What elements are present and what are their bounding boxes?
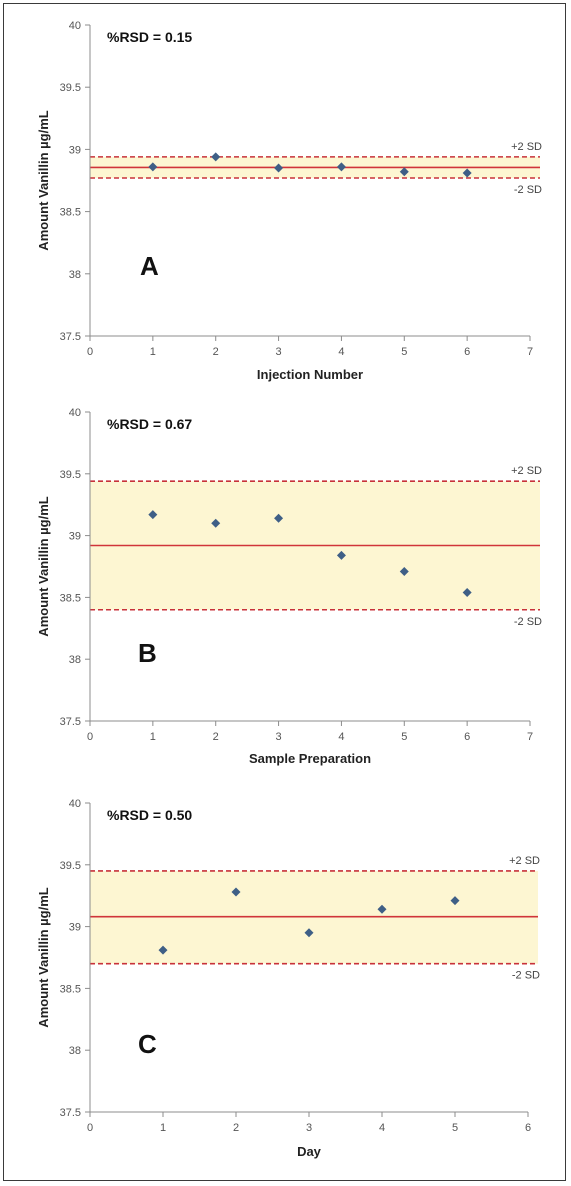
chart-panel-a: 37.5 38 38.5 39 39.5 40 0 1 2 3 4 5 6 7 +2 SD -2 SD %RSD… bbox=[36, 20, 542, 382]
data-point bbox=[336, 550, 346, 560]
data-point bbox=[148, 510, 158, 520]
y-tick-label: 37.5 bbox=[60, 1107, 81, 1119]
x-tick-label: 6 bbox=[464, 346, 470, 358]
y-tick-label: 38 bbox=[69, 654, 81, 666]
x-tick-label: 6 bbox=[525, 1122, 531, 1134]
y-tick-label: 38.5 bbox=[60, 592, 81, 604]
x-tick-label: 0 bbox=[87, 346, 93, 358]
x-tick-label: 1 bbox=[160, 1122, 166, 1134]
upper-sd-label: +2 SD bbox=[511, 141, 542, 153]
y-tick-label: 39 bbox=[69, 922, 81, 934]
y-tick-label: 38.5 bbox=[60, 983, 81, 995]
lower-sd-label: -2 SD bbox=[514, 616, 542, 628]
x-tick-label: 6 bbox=[464, 731, 470, 743]
x-tick-label: 3 bbox=[276, 346, 282, 358]
y-tick-label: 39 bbox=[69, 531, 81, 543]
x-tick-label: 1 bbox=[150, 346, 156, 358]
x-axis-title: Sample Preparation bbox=[249, 751, 371, 766]
x-tick-label: 1 bbox=[150, 731, 156, 743]
x-tick-label: 4 bbox=[338, 731, 344, 743]
data-point bbox=[211, 152, 221, 162]
x-tick-label: 2 bbox=[233, 1122, 239, 1134]
data-point bbox=[148, 162, 158, 172]
data-point bbox=[158, 945, 168, 955]
y-tick-label: 38 bbox=[69, 269, 81, 281]
lower-sd-label: -2 SD bbox=[514, 184, 542, 196]
data-point bbox=[304, 928, 314, 938]
panel-letter: B bbox=[138, 638, 157, 668]
y-tick-label: 38 bbox=[69, 1045, 81, 1057]
data-point bbox=[274, 163, 284, 173]
y-tick-label: 40 bbox=[69, 20, 81, 32]
upper-sd-label: +2 SD bbox=[511, 465, 542, 477]
panel-letter: A bbox=[140, 251, 159, 281]
x-tick-label: 7 bbox=[527, 731, 533, 743]
data-point bbox=[211, 518, 221, 528]
x-tick-label: 2 bbox=[213, 346, 219, 358]
y-tick-label: 40 bbox=[69, 407, 81, 419]
x-tick-label: 3 bbox=[276, 731, 282, 743]
y-tick-label: 37.5 bbox=[60, 331, 81, 343]
lower-sd-label: -2 SD bbox=[512, 970, 540, 982]
data-point bbox=[231, 887, 241, 897]
data-point bbox=[462, 587, 472, 597]
x-tick-label: 3 bbox=[306, 1122, 312, 1134]
y-tick-label: 39.5 bbox=[60, 469, 81, 481]
panel-letter: C bbox=[138, 1029, 157, 1059]
x-tick-label: 5 bbox=[401, 731, 407, 743]
x-axis-title: Injection Number bbox=[257, 367, 363, 382]
y-axis-title: Amount Vanillin µg/mL bbox=[36, 887, 51, 1027]
rsd-annotation: %RSD = 0.15 bbox=[107, 29, 192, 45]
x-tick-label: 4 bbox=[338, 346, 344, 358]
x-axis-title: Day bbox=[297, 1144, 322, 1159]
x-tick-label: 5 bbox=[401, 346, 407, 358]
rsd-annotation: %RSD = 0.67 bbox=[107, 416, 192, 432]
chart-panel-b: 37.5 38 38.5 39 39.5 40 0 1 2 3 4 5 6 7 +2 SD -2 SD %RSD… bbox=[36, 407, 542, 766]
y-tick-label: 37.5 bbox=[60, 716, 81, 728]
y-tick-label: 40 bbox=[69, 798, 81, 810]
x-tick-label: 0 bbox=[87, 1122, 93, 1134]
x-tick-label: 0 bbox=[87, 731, 93, 743]
y-axis-title: Amount Vanillin µg/mL bbox=[36, 110, 51, 250]
data-point bbox=[399, 167, 409, 177]
upper-sd-label: +2 SD bbox=[509, 855, 540, 867]
y-tick-label: 39.5 bbox=[60, 860, 81, 872]
data-point bbox=[336, 162, 346, 172]
y-tick-label: 38.5 bbox=[60, 207, 81, 219]
data-point bbox=[399, 566, 409, 576]
data-point bbox=[274, 513, 284, 523]
data-point bbox=[462, 168, 472, 178]
chart-panel-c: 37.5 38 38.5 39 39.5 40 0 1 2 3 4 5 6 +2 SD -2 SD %RSD … bbox=[36, 798, 540, 1159]
rsd-annotation: %RSD = 0.50 bbox=[107, 807, 192, 823]
data-point bbox=[377, 904, 387, 914]
y-axis-title: Amount Vanillin µg/mL bbox=[36, 496, 51, 636]
data-point bbox=[450, 896, 460, 906]
x-tick-label: 2 bbox=[213, 731, 219, 743]
y-tick-label: 39.5 bbox=[60, 82, 81, 94]
x-tick-label: 4 bbox=[379, 1122, 385, 1134]
x-tick-label: 7 bbox=[527, 346, 533, 358]
x-tick-label: 5 bbox=[452, 1122, 458, 1134]
y-tick-label: 39 bbox=[69, 144, 81, 156]
